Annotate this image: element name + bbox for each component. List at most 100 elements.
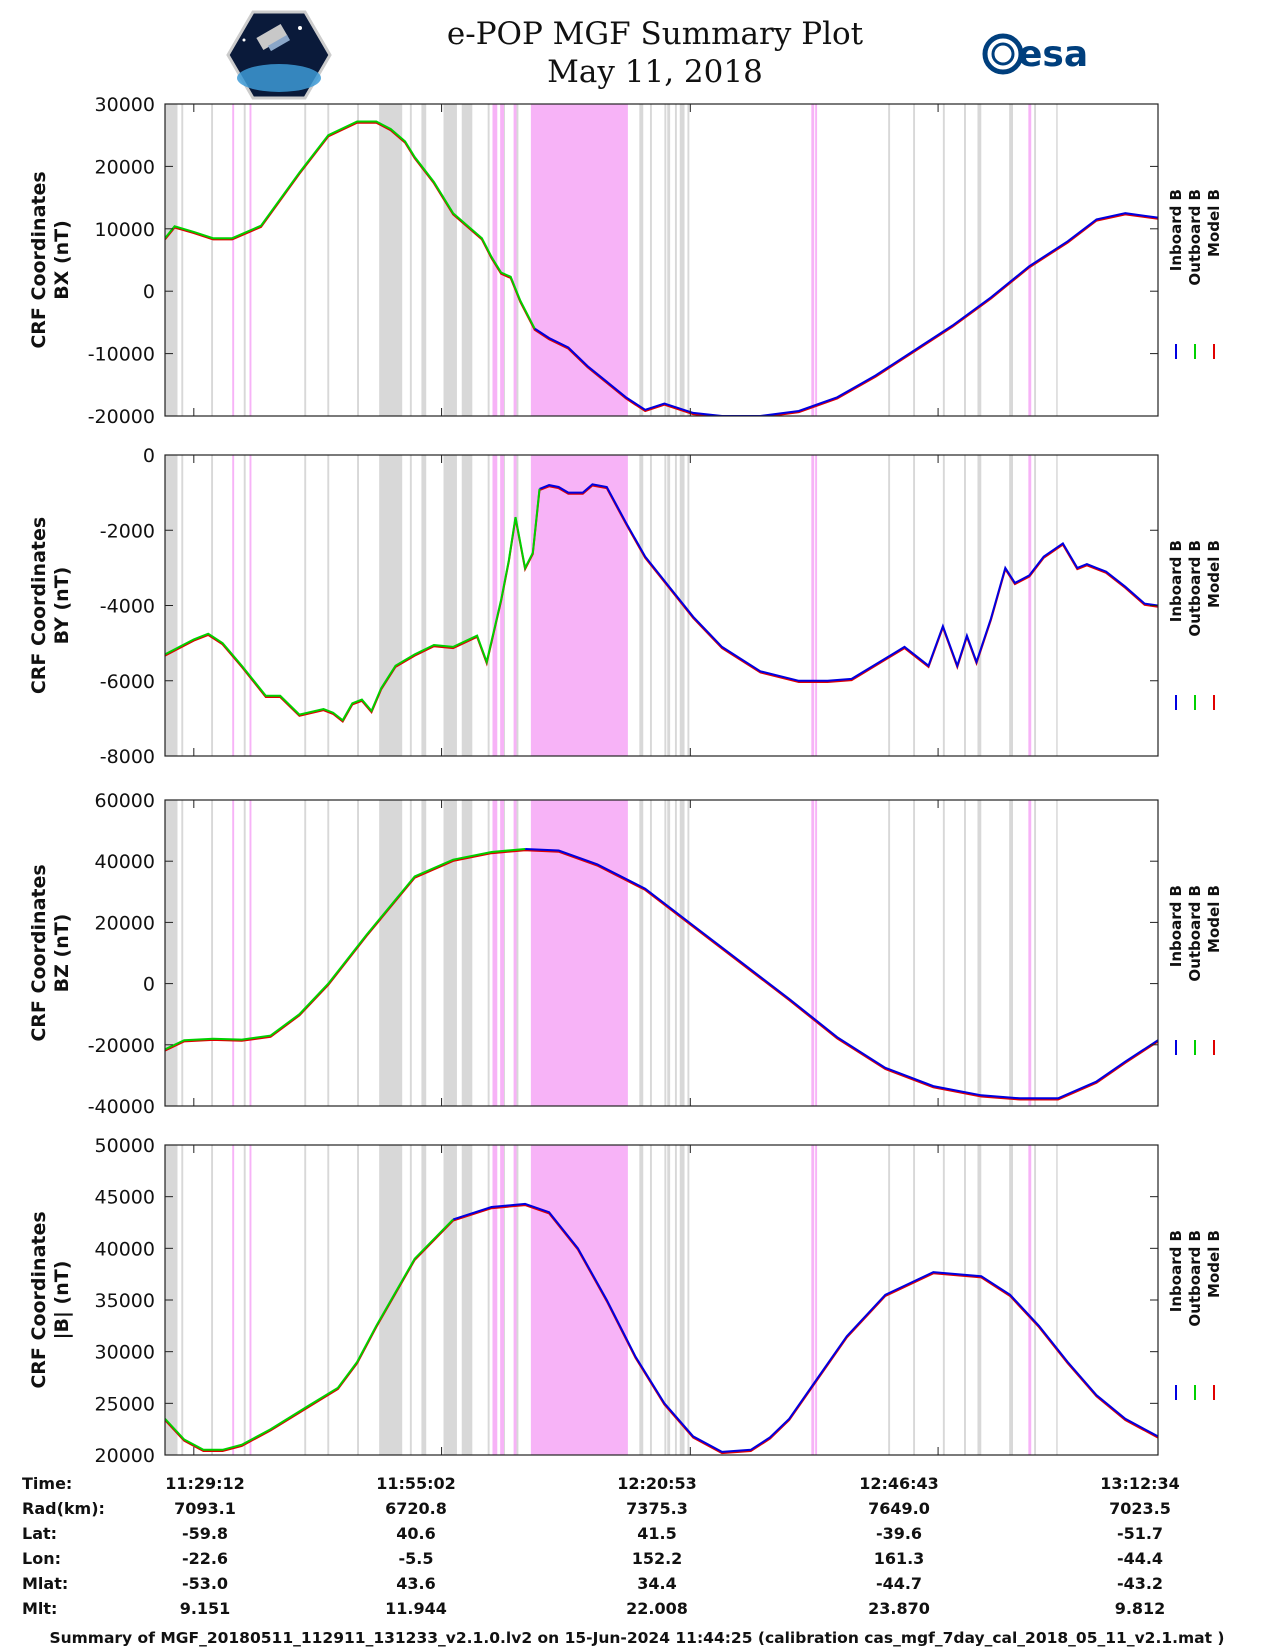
- gray-band: [1009, 455, 1013, 756]
- gray-band: [664, 455, 667, 756]
- gray-band: [1056, 1145, 1058, 1455]
- y-tick-label: -20000: [88, 406, 155, 428]
- y-tick-label: -2000: [100, 520, 155, 542]
- gray-band: [461, 455, 473, 756]
- gray-band: [888, 1145, 891, 1455]
- gray-band: [243, 455, 246, 756]
- info-row-label: Lon:: [22, 1549, 61, 1568]
- gray-band: [357, 800, 359, 1106]
- magenta-band: [513, 1145, 517, 1455]
- y-tick-label: 0: [143, 445, 155, 467]
- y-tick-label: 20000: [95, 912, 155, 934]
- model-b-line: [165, 484, 1158, 724]
- info-value: -59.8: [182, 1524, 228, 1543]
- gray-band: [1009, 800, 1013, 1106]
- y-tick-label: 45000: [95, 1187, 155, 1209]
- gray-band: [913, 455, 916, 756]
- y-tick-label: 40000: [95, 851, 155, 873]
- legend: Inboard B Outboard B Model B: [1167, 189, 1223, 359]
- gray-band: [421, 800, 427, 1106]
- gray-band: [487, 800, 490, 1106]
- magenta-band: [1028, 800, 1032, 1106]
- gray-band: [1009, 1145, 1013, 1455]
- magenta-band: [492, 455, 498, 756]
- gray-band: [211, 104, 214, 416]
- legend: Inboard B Outboard B Model B: [1167, 540, 1223, 710]
- gray-band: [687, 800, 690, 1106]
- panel-3: 60000 40000 20000 0 -20000 -40000 CRF Coordina…: [28, 790, 1223, 1118]
- bands: [165, 104, 1058, 416]
- y-tick-label: 20000: [95, 1445, 155, 1467]
- gray-band: [888, 104, 891, 416]
- gray-band: [443, 1145, 457, 1455]
- magenta-band: [530, 1145, 628, 1455]
- panel-4: 50000 45000 40000 35000 30000 25000 20000 CRF C…: [28, 1135, 1223, 1467]
- gray-band: [649, 800, 652, 1106]
- x-tick-label: 13:12:34: [1100, 1474, 1180, 1493]
- gray-band: [649, 104, 652, 416]
- bands: [165, 1145, 1058, 1455]
- outboard-b-line: [165, 848, 526, 1051]
- gray-band: [639, 800, 644, 1106]
- esa-logo-text: esa: [1018, 34, 1088, 75]
- magenta-band: [232, 455, 235, 756]
- info-row-label: Rad(km):: [22, 1499, 105, 1518]
- gray-band: [409, 1145, 412, 1455]
- gray-band: [687, 104, 690, 416]
- y-tick-label: -10000: [88, 344, 155, 366]
- y-tick-label: -6000: [100, 671, 155, 693]
- gray-band: [211, 455, 214, 756]
- gray-band: [357, 455, 359, 756]
- magenta-band: [1028, 1145, 1032, 1455]
- x-tick-label: 12:46:43: [859, 1474, 939, 1493]
- gray-band: [327, 800, 330, 1106]
- y-axis-label: CRF Coordinates: [28, 171, 50, 348]
- gray-band: [977, 455, 982, 756]
- legend-label: Outboard B: [1186, 1230, 1204, 1327]
- y-tick-label: 40000: [95, 1238, 155, 1260]
- x-tick-label: 11:29:12: [165, 1474, 245, 1493]
- legend-label: Model B: [1205, 1230, 1223, 1298]
- y-axis-label: CRF Coordinates: [28, 864, 50, 1041]
- gray-band: [409, 455, 412, 756]
- gray-band: [516, 1145, 519, 1455]
- y-tick-label: 60000: [95, 790, 155, 812]
- gray-band: [942, 455, 945, 756]
- gray-band: [400, 1145, 403, 1455]
- gray-band: [639, 455, 644, 756]
- gray-band: [942, 800, 945, 1106]
- gray-band: [664, 1145, 667, 1455]
- gray-band: [964, 104, 966, 416]
- y-tick-label: 20000: [95, 156, 155, 178]
- gray-band: [461, 800, 473, 1106]
- gray-band: [327, 104, 330, 416]
- y-tick-label: 35000: [95, 1290, 155, 1312]
- info-value: 7649.0: [868, 1499, 930, 1518]
- y-axis-label: CRF Coordinates: [28, 517, 50, 694]
- model-b-line: [165, 849, 1158, 1101]
- gray-band: [1056, 800, 1058, 1106]
- info-row-label: Time:: [22, 1474, 72, 1493]
- gray-band: [181, 455, 184, 756]
- gray-band: [977, 1145, 982, 1455]
- gray-band: [380, 455, 402, 756]
- gray-band: [1056, 455, 1058, 756]
- info-value: 152.2: [632, 1549, 683, 1568]
- magenta-band: [530, 104, 628, 416]
- gray-band: [304, 1145, 307, 1455]
- y-tick-label: -20000: [88, 1035, 155, 1057]
- magenta-band: [232, 800, 235, 1106]
- magenta-band: [1028, 104, 1032, 416]
- legend-label: Model B: [1205, 540, 1223, 608]
- plot-frame: [164, 103, 1159, 417]
- info-value: 41.5: [637, 1524, 676, 1543]
- gray-band: [304, 800, 307, 1106]
- y-tick-label: -8000: [100, 746, 155, 768]
- gray-band: [211, 1145, 214, 1455]
- gray-band: [649, 1145, 652, 1455]
- info-value: 7093.1: [174, 1499, 236, 1518]
- gray-band: [380, 800, 402, 1106]
- info-value: -51.7: [1117, 1524, 1163, 1543]
- gray-band: [674, 455, 677, 756]
